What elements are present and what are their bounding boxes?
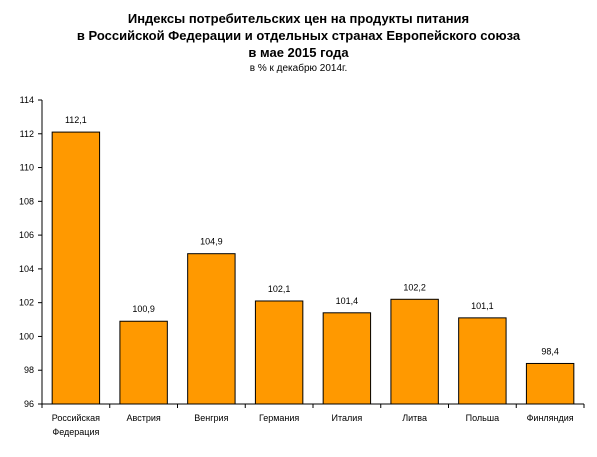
y-tick-label: 100 (19, 331, 34, 341)
category-label: Российская (52, 413, 100, 423)
y-tick-label: 106 (19, 230, 34, 240)
category-label: Польша (466, 413, 499, 423)
bar (119, 320, 168, 405)
bar (322, 312, 372, 405)
category-label: Федерация (52, 427, 99, 437)
data-label: 102,2 (403, 282, 426, 292)
category-label: Финляндия (527, 413, 574, 423)
bar (390, 298, 439, 405)
data-label: 101,4 (336, 296, 359, 306)
category-label: Литва (402, 413, 427, 423)
chart-title-line-3: в мае 2015 года (248, 45, 349, 60)
y-tick-label: 112 (20, 129, 34, 139)
bar (525, 362, 575, 405)
bar (254, 300, 304, 405)
data-label: 100,9 (132, 304, 155, 314)
data-label: 112,1 (65, 115, 87, 125)
category-label: Австрия (127, 413, 161, 423)
category-label: Италия (332, 413, 363, 423)
y-tick-label: 102 (19, 298, 34, 308)
category-label: Венгрия (194, 413, 228, 423)
data-label: 98,4 (541, 346, 559, 356)
chart-title-line-1: Индексы потребительских цен на продукты … (127, 11, 470, 26)
data-label: 102,1 (268, 284, 291, 294)
bar (187, 253, 236, 405)
y-tick-label: 110 (20, 163, 34, 173)
y-tick-label: 98 (24, 365, 34, 375)
chart-subtitle: в % к декабрю 2014г. (249, 63, 348, 74)
chart-title-line-2: в Российской Федерации и отдельных стран… (76, 28, 521, 43)
y-tick-label: 96 (24, 399, 34, 409)
y-tick-label: 114 (20, 95, 34, 105)
category-label: Германия (259, 413, 299, 423)
y-tick-label: 108 (19, 196, 34, 206)
chart-title-block: Индексы потребительских цен на продукты … (0, 10, 597, 76)
data-label: 101,1 (471, 301, 494, 311)
data-label: 104,9 (200, 237, 223, 247)
bar (458, 317, 507, 405)
y-tick-label: 104 (19, 264, 34, 274)
bar (51, 131, 101, 405)
